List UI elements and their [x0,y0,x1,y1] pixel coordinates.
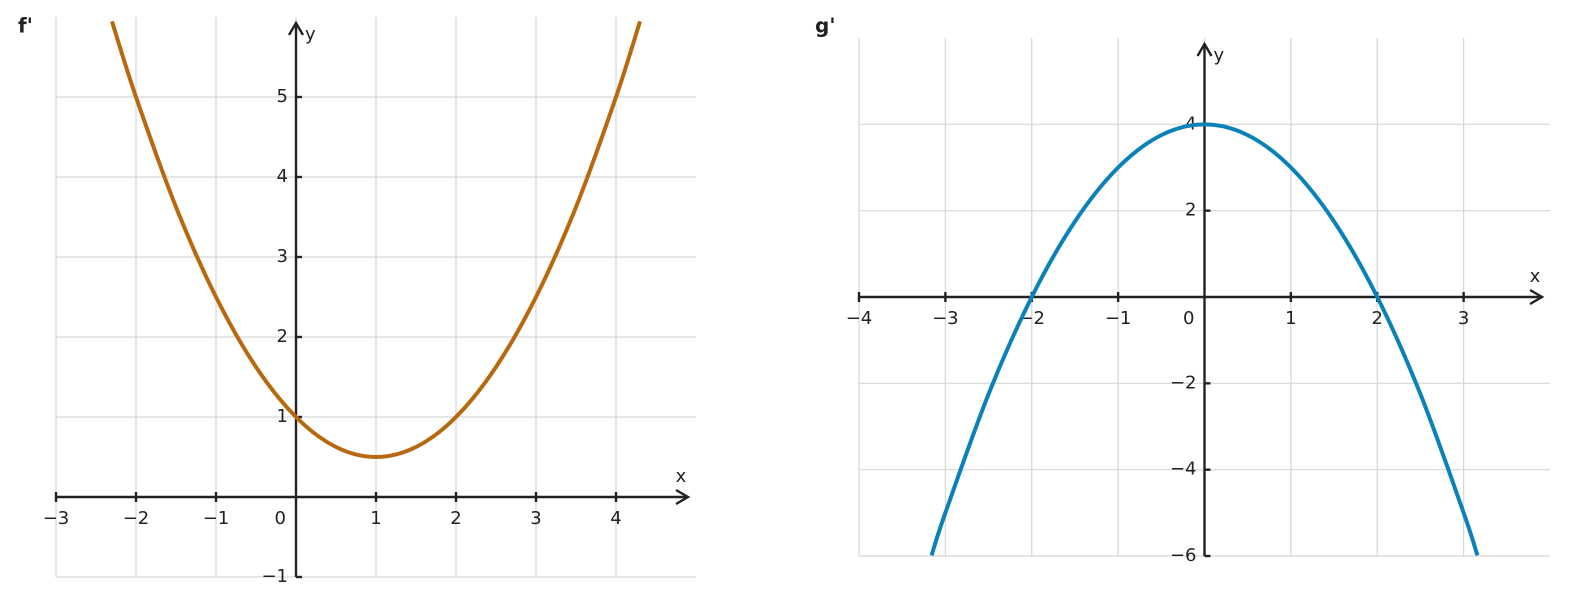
y-tick-label: −4 [1170,459,1197,480]
x-tick-label: −1 [203,508,230,529]
x-tick-label: 0 [275,508,286,529]
y-axis-label: y [305,24,316,45]
x-axis-label: x [1530,266,1541,287]
x-arrow [1529,288,1545,306]
x-tick-label: −3 [932,308,959,329]
y-tick-label: 4 [277,166,288,187]
x-tick-label: 4 [610,508,621,529]
y-tick-label: −1 [261,566,288,587]
x-arrow [675,488,691,506]
x-tick-label: −1 [1105,308,1132,329]
y-tick-label: 2 [277,326,288,347]
y-axis-label: y [1214,45,1225,66]
curve [929,122,1480,556]
x-tick-label: −3 [43,508,70,529]
x-tick-label: 3 [530,508,541,529]
y-arrow [287,20,305,36]
x-tick-label: 1 [370,508,381,529]
y-tick-label: −2 [1170,372,1197,393]
x-tick-label: −2 [123,508,150,529]
x-tick-label: 3 [1458,308,1469,329]
x-tick-label: −4 [846,308,873,329]
x-tick-label: 2 [450,508,461,529]
x-tick-label: 2 [1372,308,1383,329]
y-tick-label: 3 [277,246,288,267]
curve [110,20,642,460]
y-tick-label: 2 [1185,200,1196,221]
y-arrow [1196,41,1213,57]
y-tick-label: 1 [277,406,288,427]
panel-title: f' [18,14,33,38]
x-tick-label: 1 [1285,308,1296,329]
x-axis-label: x [676,466,687,487]
y-tick-label: 5 [277,86,288,107]
y-tick-label: −6 [1170,545,1197,566]
panel-title: g' [815,14,835,38]
x-tick-label: 0 [1183,308,1194,329]
